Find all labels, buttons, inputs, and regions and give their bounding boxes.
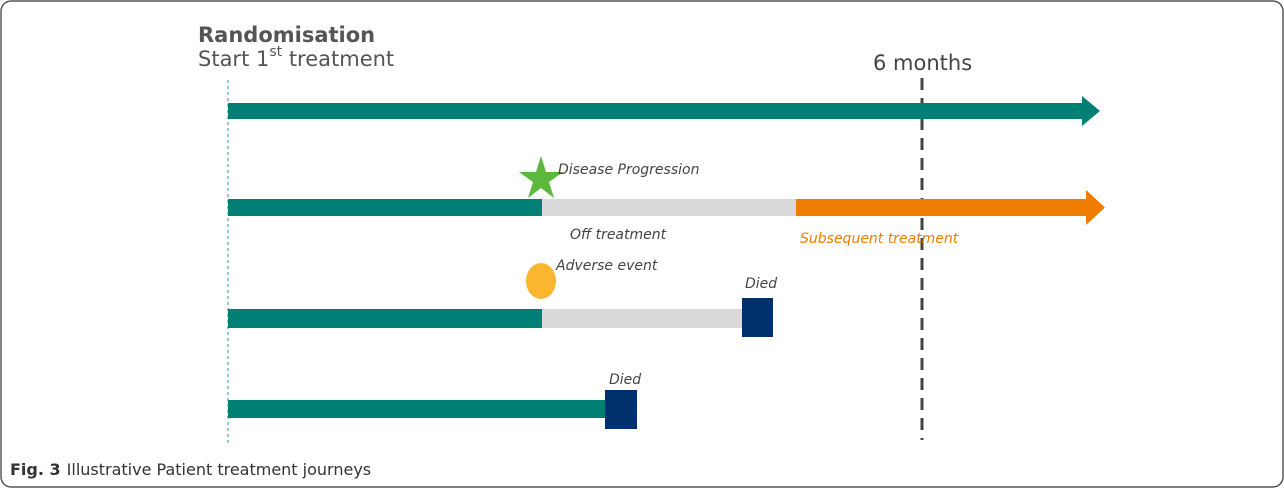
subtitle: Start 1st treatment — [198, 44, 394, 71]
death-marker — [742, 298, 773, 337]
arrow-head — [1086, 190, 1105, 225]
treatment-bar — [228, 103, 1084, 119]
adverse-event-marker — [526, 263, 556, 299]
off-treatment-bar — [542, 199, 796, 216]
event-label: Died — [609, 372, 641, 388]
milestone-label: 6 months — [873, 51, 972, 75]
off-treatment-bar — [542, 309, 742, 328]
event-label: Subsequent treatment — [800, 231, 959, 247]
event-label: Off treatment — [570, 227, 667, 243]
subsequent-bar — [796, 199, 1088, 216]
superscript: st — [269, 44, 282, 60]
caption-text: Illustrative Patient treatment journeys — [67, 460, 371, 479]
event-label: Died — [745, 276, 777, 292]
death-marker — [605, 390, 637, 429]
subtitle-prefix: Start 1 — [198, 47, 269, 71]
arrow-head — [1082, 96, 1100, 126]
progression-star — [519, 156, 563, 198]
treatment-bar — [228, 199, 542, 216]
caption: Fig. 3 Illustrative Patient treatment jou… — [10, 460, 371, 479]
treatment-bar — [228, 309, 542, 328]
treatment-bar — [228, 400, 605, 418]
caption-label: Fig. 3 — [10, 460, 61, 479]
event-label: Disease Progression — [558, 162, 699, 178]
subtitle-suffix: treatment — [282, 47, 394, 71]
title: Randomisation — [198, 23, 375, 47]
event-label: Adverse event — [555, 258, 658, 274]
